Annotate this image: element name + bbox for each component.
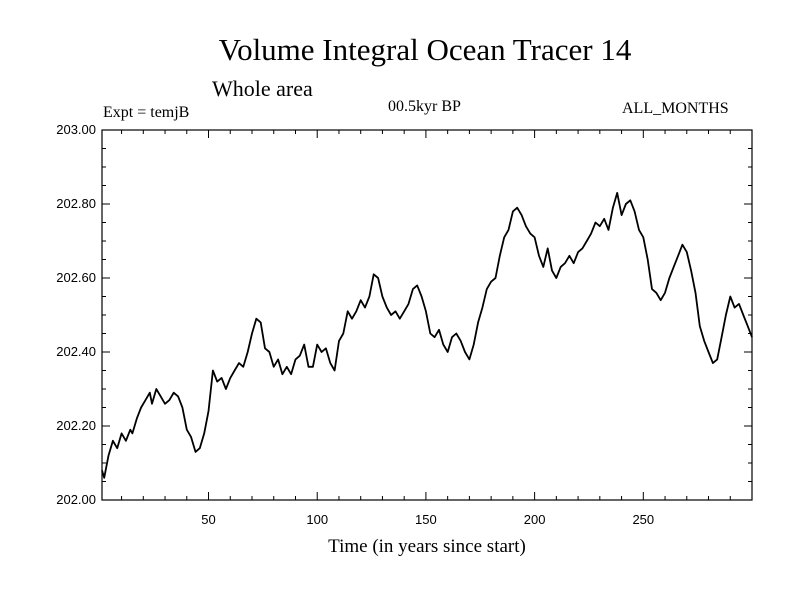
experiment-label: Expt = temjB bbox=[103, 104, 190, 121]
y-tick-labels: 202.00 202.20 202.40 202.60 202.80 203.00 bbox=[56, 122, 96, 507]
x-tick-label: 50 bbox=[201, 512, 215, 527]
x-tick-label: 250 bbox=[632, 512, 654, 527]
x-tick-label: 200 bbox=[524, 512, 546, 527]
x-axis-label: Time (in years since start) bbox=[328, 536, 526, 557]
months-label: ALL_MONTHS bbox=[622, 100, 729, 117]
x-tick-labels: 50 100 150 200 250 bbox=[201, 512, 654, 527]
x-tick-label: 100 bbox=[306, 512, 328, 527]
period-label: 00.5kyr BP bbox=[388, 98, 461, 115]
y-tick-label: 203.00 bbox=[56, 122, 96, 137]
axis-ticks bbox=[102, 129, 752, 501]
y-tick-label: 202.20 bbox=[56, 418, 96, 433]
y-tick-label: 202.60 bbox=[56, 270, 96, 285]
y-tick-label: 202.00 bbox=[56, 492, 96, 507]
y-tick-label: 202.80 bbox=[56, 196, 96, 211]
x-tick-label: 150 bbox=[415, 512, 437, 527]
series-line bbox=[101, 192, 753, 479]
chart-subtitle: Whole area bbox=[212, 76, 313, 101]
chart-title: Volume Integral Ocean Tracer 14 bbox=[218, 32, 632, 67]
y-tick-label: 202.40 bbox=[56, 344, 96, 359]
